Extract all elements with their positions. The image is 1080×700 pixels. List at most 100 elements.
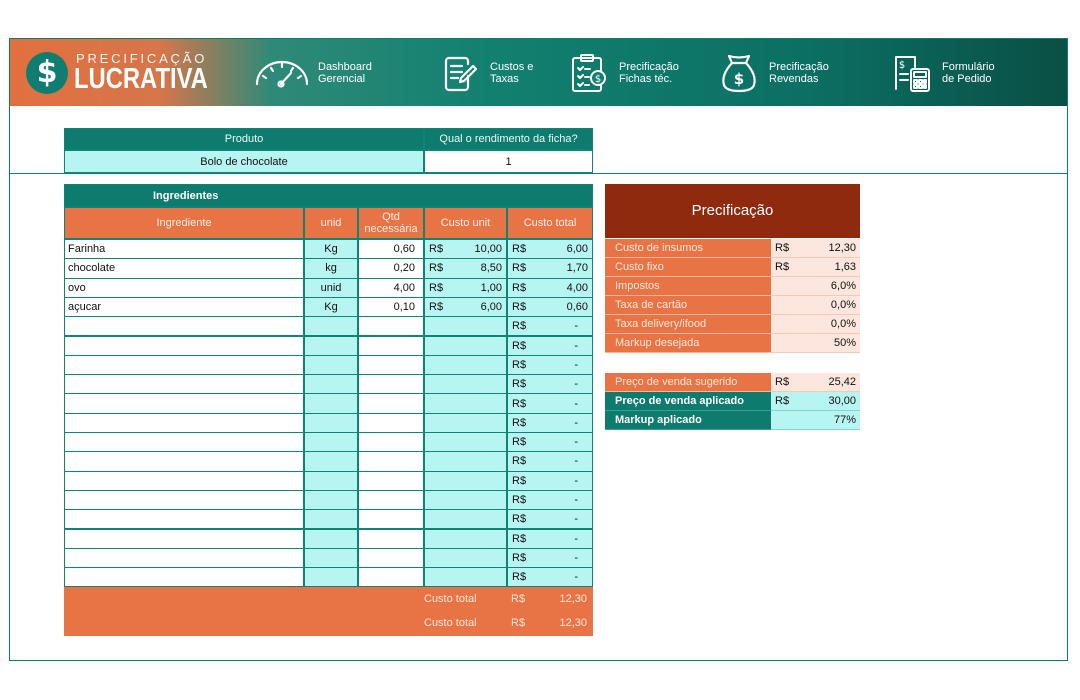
ingredient-unit-cost-cell[interactable]: R$ 8,50 bbox=[424, 258, 507, 279]
applied-markup-currency bbox=[771, 411, 801, 430]
ingredient-unit-cost-cell[interactable] bbox=[424, 354, 507, 376]
ingredient-unit-cost-cell[interactable] bbox=[424, 412, 507, 433]
ingredient-unit-cell[interactable]: unid bbox=[304, 277, 358, 298]
ingredient-qty-cell[interactable] bbox=[358, 374, 424, 395]
applied-price-row: Preço de venda aplicado R$ 30,00 bbox=[605, 392, 860, 411]
ingredient-unit-cell[interactable] bbox=[304, 354, 358, 376]
ingredient-unit-cost-cell[interactable] bbox=[424, 470, 507, 491]
ingredient-qty-cell[interactable]: 0,60 bbox=[358, 239, 424, 260]
ingredient-qty-cell[interactable] bbox=[358, 412, 424, 433]
ingredient-name-cell[interactable]: açucar bbox=[64, 296, 304, 318]
ingredient-unit-cell[interactable] bbox=[304, 470, 358, 491]
ingredient-unit-cell[interactable] bbox=[304, 393, 358, 414]
ingredient-qty-cell[interactable] bbox=[358, 528, 424, 549]
ingredient-unit-cell[interactable] bbox=[304, 374, 358, 395]
ingredient-unit-cost-cell[interactable]: R$ 1,00 bbox=[424, 277, 507, 298]
ingredient-unit-cell[interactable] bbox=[304, 509, 358, 530]
ingredient-name-cell[interactable] bbox=[64, 567, 304, 588]
ingredient-qty-cell[interactable] bbox=[358, 451, 424, 472]
ingredient-name-cell[interactable] bbox=[64, 451, 304, 472]
ingredient-qty-cell[interactable] bbox=[358, 393, 424, 414]
pricing-value[interactable]: 12,30 bbox=[801, 239, 860, 258]
ingredient-name-cell[interactable] bbox=[64, 374, 304, 395]
ingredient-qty-cell[interactable] bbox=[358, 567, 424, 588]
pricing-value[interactable]: 6,0% bbox=[801, 277, 860, 296]
ingredient-unit-cell[interactable] bbox=[304, 412, 358, 433]
ingredient-unit-cell[interactable] bbox=[304, 547, 358, 569]
applied-price-value[interactable]: 30,00 bbox=[801, 392, 860, 411]
ingredient-unit-cell[interactable] bbox=[304, 316, 358, 337]
pricing-value[interactable]: 0,0% bbox=[801, 296, 860, 315]
suggested-price-label: Preço de venda sugerido bbox=[605, 373, 771, 392]
pricing-row: Custo fixo R$ 1,63 bbox=[605, 258, 860, 277]
nav-precificacao-fichas[interactable]: $ Precificação Fichas téc. bbox=[565, 39, 679, 106]
ingredient-unit-cost-cell[interactable] bbox=[424, 316, 507, 337]
ingredient-name-cell[interactable] bbox=[64, 509, 304, 530]
currency-symbol: R$ bbox=[512, 494, 527, 507]
ingredient-name-cell[interactable]: chocolate bbox=[64, 258, 304, 279]
nav-custos-taxas[interactable]: Custos e Taxas bbox=[436, 39, 533, 106]
ingredient-qty-cell[interactable] bbox=[358, 470, 424, 491]
ingredient-name-cell[interactable] bbox=[64, 489, 304, 511]
pricing-value[interactable]: 0,0% bbox=[801, 315, 860, 334]
ingredient-unit-cell[interactable] bbox=[304, 489, 358, 511]
ingredient-name-cell[interactable] bbox=[64, 412, 304, 433]
ingredient-unit-cell[interactable] bbox=[304, 432, 358, 453]
ingredient-unit-cell[interactable] bbox=[304, 567, 358, 588]
ingredient-unit-cost-cell[interactable] bbox=[424, 489, 507, 511]
ingredient-name-cell[interactable] bbox=[64, 335, 304, 356]
ingredient-qty-cell[interactable]: 4,00 bbox=[358, 277, 424, 298]
pricing-value[interactable]: 1,63 bbox=[801, 258, 860, 277]
ingredient-unit-cost-cell[interactable] bbox=[424, 528, 507, 549]
ingredient-total-cost-cell: R$ - bbox=[507, 451, 593, 472]
ingredient-unit-cell[interactable]: kg bbox=[304, 258, 358, 279]
ingredient-qty-cell[interactable] bbox=[358, 316, 424, 337]
calculator-invoice-icon: $ bbox=[888, 51, 936, 95]
ingredient-unit-cost-cell[interactable]: R$ 10,00 bbox=[424, 239, 507, 260]
ingredient-unit-cost-cell[interactable] bbox=[424, 547, 507, 569]
ingredient-unit-cell[interactable]: Kg bbox=[304, 296, 358, 318]
ingredient-name-cell[interactable] bbox=[64, 393, 304, 414]
col-total-cost: Custo total bbox=[507, 207, 593, 239]
ingredient-name-cell[interactable]: Farinha bbox=[64, 239, 304, 260]
nav-revendas-label: Precificação Revendas bbox=[769, 60, 829, 85]
ingredient-unit-cell[interactable]: Kg bbox=[304, 239, 358, 260]
footer-label-1: Custo total bbox=[424, 593, 477, 605]
ingredient-qty-cell[interactable] bbox=[358, 335, 424, 356]
ingredient-unit-cell[interactable] bbox=[304, 335, 358, 356]
ingredient-unit-cost-cell[interactable] bbox=[424, 567, 507, 588]
ingredient-qty-cell[interactable] bbox=[358, 432, 424, 453]
nav-precificacao-revendas[interactable]: $ Precificação Revendas bbox=[715, 39, 829, 106]
ingredient-name-cell[interactable] bbox=[64, 470, 304, 491]
ingredient-unit-cost-cell[interactable]: R$ 6,00 bbox=[424, 296, 507, 318]
ingredient-name-cell[interactable] bbox=[64, 354, 304, 376]
currency-symbol: R$ bbox=[512, 301, 527, 314]
ingredient-qty-cell[interactable] bbox=[358, 509, 424, 530]
pricing-value[interactable]: 50% bbox=[801, 334, 860, 353]
ingredient-unit-cell[interactable] bbox=[304, 451, 358, 472]
ingredient-qty-cell[interactable] bbox=[358, 489, 424, 511]
ingredient-qty-cell[interactable]: 0,20 bbox=[358, 258, 424, 279]
ingredient-unit-cost-cell[interactable] bbox=[424, 335, 507, 356]
yield-field[interactable]: 1 bbox=[424, 150, 593, 173]
nav-dashboard-gerencial[interactable]: Dashboard Gerencial bbox=[252, 39, 372, 106]
ingredient-unit-cost-cell[interactable] bbox=[424, 451, 507, 472]
nav-formulario-pedido[interactable]: $ Formulário de Pedido bbox=[888, 39, 995, 106]
product-name-field[interactable]: Bolo de chocolate bbox=[64, 150, 424, 173]
ingredient-name-cell[interactable] bbox=[64, 528, 304, 549]
ingredient-unit-cost-cell[interactable] bbox=[424, 432, 507, 453]
pricing-row: Custo de insumos R$ 12,30 bbox=[605, 239, 860, 258]
cost-value: - bbox=[574, 378, 578, 391]
ingredient-unit-cost-cell[interactable] bbox=[424, 393, 507, 414]
ingredient-name-cell[interactable] bbox=[64, 547, 304, 569]
ingredient-unit-cell[interactable] bbox=[304, 528, 358, 549]
ingredient-unit-cost-cell[interactable] bbox=[424, 374, 507, 395]
ingredient-name-cell[interactable] bbox=[64, 432, 304, 453]
ingredient-qty-cell[interactable] bbox=[358, 547, 424, 569]
ingredient-qty-cell[interactable] bbox=[358, 354, 424, 376]
ingredient-name-cell[interactable] bbox=[64, 316, 304, 337]
ingredient-name-cell[interactable]: ovo bbox=[64, 277, 304, 298]
ingredient-unit-cost-cell[interactable] bbox=[424, 509, 507, 530]
ingredient-qty-cell[interactable]: 0,10 bbox=[358, 296, 424, 318]
ingredient-total-cost-cell: R$ - bbox=[507, 393, 593, 414]
